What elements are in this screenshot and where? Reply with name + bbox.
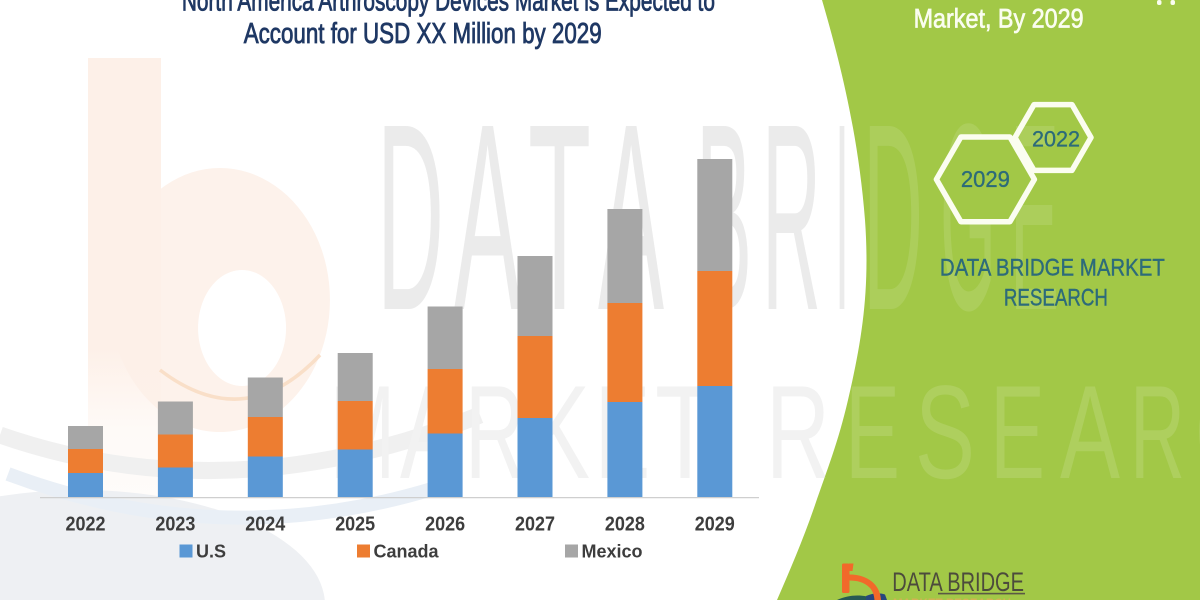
svg-text:Market, By 2029: Market, By 2029 — [914, 4, 1084, 34]
svg-text:R: R — [762, 69, 821, 366]
svg-text:MARKET RESEARCH: MARKET RESEARCH — [893, 596, 1011, 600]
svg-text:2024: 2024 — [245, 514, 286, 536]
svg-text:2022: 2022 — [1032, 127, 1080, 152]
svg-text:E: E — [1010, 69, 1059, 366]
svg-text:A: A — [454, 69, 521, 366]
svg-text:North America Arthroscopy Devi: North America Arthroscopy Devices Market… — [182, 0, 715, 18]
svg-text:2029: 2029 — [695, 514, 735, 536]
svg-text:R: R — [762, 69, 821, 366]
svg-text:DATA BRIDGE: DATA BRIDGE — [892, 567, 1024, 597]
svg-text:E: E — [845, 359, 900, 507]
svg-text:R: R — [465, 359, 525, 507]
svg-text:2026: 2026 — [425, 514, 465, 536]
svg-text:U.S: U.S — [196, 542, 226, 562]
svg-text:R: R — [766, 359, 830, 507]
svg-text:D: D — [863, 69, 923, 366]
svg-text:Mexico: Mexico — [582, 542, 643, 562]
svg-text:S: S — [915, 359, 975, 507]
svg-text:I: I — [835, 69, 849, 366]
svg-text:2029: 2029 — [961, 166, 1010, 192]
svg-text:E: E — [990, 359, 1045, 507]
svg-text:DATA BRIDGE MARKET: DATA BRIDGE MARKET — [940, 254, 1165, 281]
svg-text:2023: 2023 — [155, 514, 195, 536]
svg-text:2027: 2027 — [515, 514, 555, 536]
svg-text:A: A — [1060, 359, 1120, 507]
svg-text:A: A — [454, 69, 521, 366]
svg-text:2022: 2022 — [66, 514, 106, 536]
svg-text:2025: 2025 — [335, 514, 375, 536]
svg-text:I: I — [835, 69, 849, 366]
svg-text:R: R — [1130, 359, 1185, 507]
svg-text:R: R — [766, 359, 830, 507]
svg-text:2028: 2028 — [605, 514, 645, 536]
svg-text:Account for USD XX Million by: Account for USD XX Million by 2029 — [244, 18, 602, 50]
svg-text:RESEARCH: RESEARCH — [1004, 285, 1108, 312]
svg-text:C: C — [1195, 359, 1200, 507]
svg-text:Canada: Canada — [374, 542, 440, 562]
svg-text:R: R — [465, 359, 525, 507]
